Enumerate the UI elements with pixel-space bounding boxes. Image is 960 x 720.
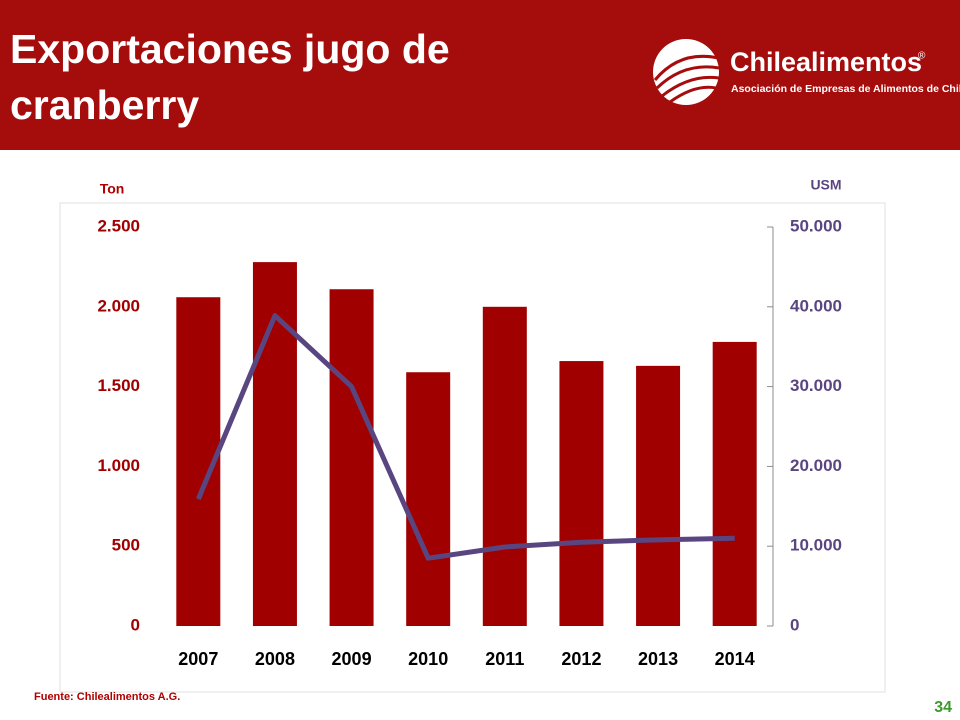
logo-arcs	[653, 54, 720, 104]
y-tick-label: 1.500	[97, 376, 140, 395]
y2-axis-label: USM	[810, 177, 841, 193]
y-axis-label: Ton	[100, 181, 125, 197]
page-number: 34	[934, 699, 952, 716]
x-tick-label: 2007	[178, 649, 218, 669]
bar	[329, 289, 374, 626]
bar	[712, 341, 757, 626]
y-tick-label: 1.000	[97, 456, 140, 475]
x-tick-label: 2008	[255, 649, 295, 669]
header-band	[0, 0, 960, 150]
x-tick-label: 2009	[332, 649, 372, 669]
slide-title: cranberry	[10, 82, 199, 128]
y2-tick-label: 30.000	[790, 376, 842, 395]
bar	[406, 372, 451, 626]
x-tick-label: 2011	[485, 649, 524, 669]
line-series	[196, 313, 735, 561]
bar	[252, 262, 297, 626]
logo-tagline: Asociación de Empresas de Alimentos de C…	[731, 83, 960, 95]
x-tick-label: 2010	[408, 649, 448, 669]
y2-tick-label: 50.000	[790, 216, 842, 235]
bar	[482, 306, 527, 626]
logo-mark: ®	[918, 51, 926, 62]
y2-tick-label: 0	[790, 615, 799, 634]
x-tick-label: 2013	[638, 649, 678, 669]
slide-title: Exportaciones jugo de	[10, 26, 450, 72]
x-tick-label: 2012	[561, 649, 601, 669]
logo: Chilealimentos ® Asociación de Empresas …	[653, 39, 960, 105]
y2-tick-label: 40.000	[790, 296, 842, 315]
y-tick-label: 0	[131, 615, 140, 634]
x-tick-label: 2014	[715, 649, 755, 669]
source-note: Fuente: Chilealimentos A.G.	[34, 691, 180, 703]
bar	[636, 365, 681, 626]
logo-name: Chilealimentos	[730, 47, 922, 77]
y-tick-label: 500	[112, 536, 140, 555]
bar	[559, 361, 604, 626]
y2-tick-label: 10.000	[790, 536, 842, 555]
y-tick-label: 2.500	[97, 216, 140, 235]
y2-tick-label: 20.000	[790, 456, 842, 475]
y-tick-label: 2.000	[97, 296, 140, 315]
